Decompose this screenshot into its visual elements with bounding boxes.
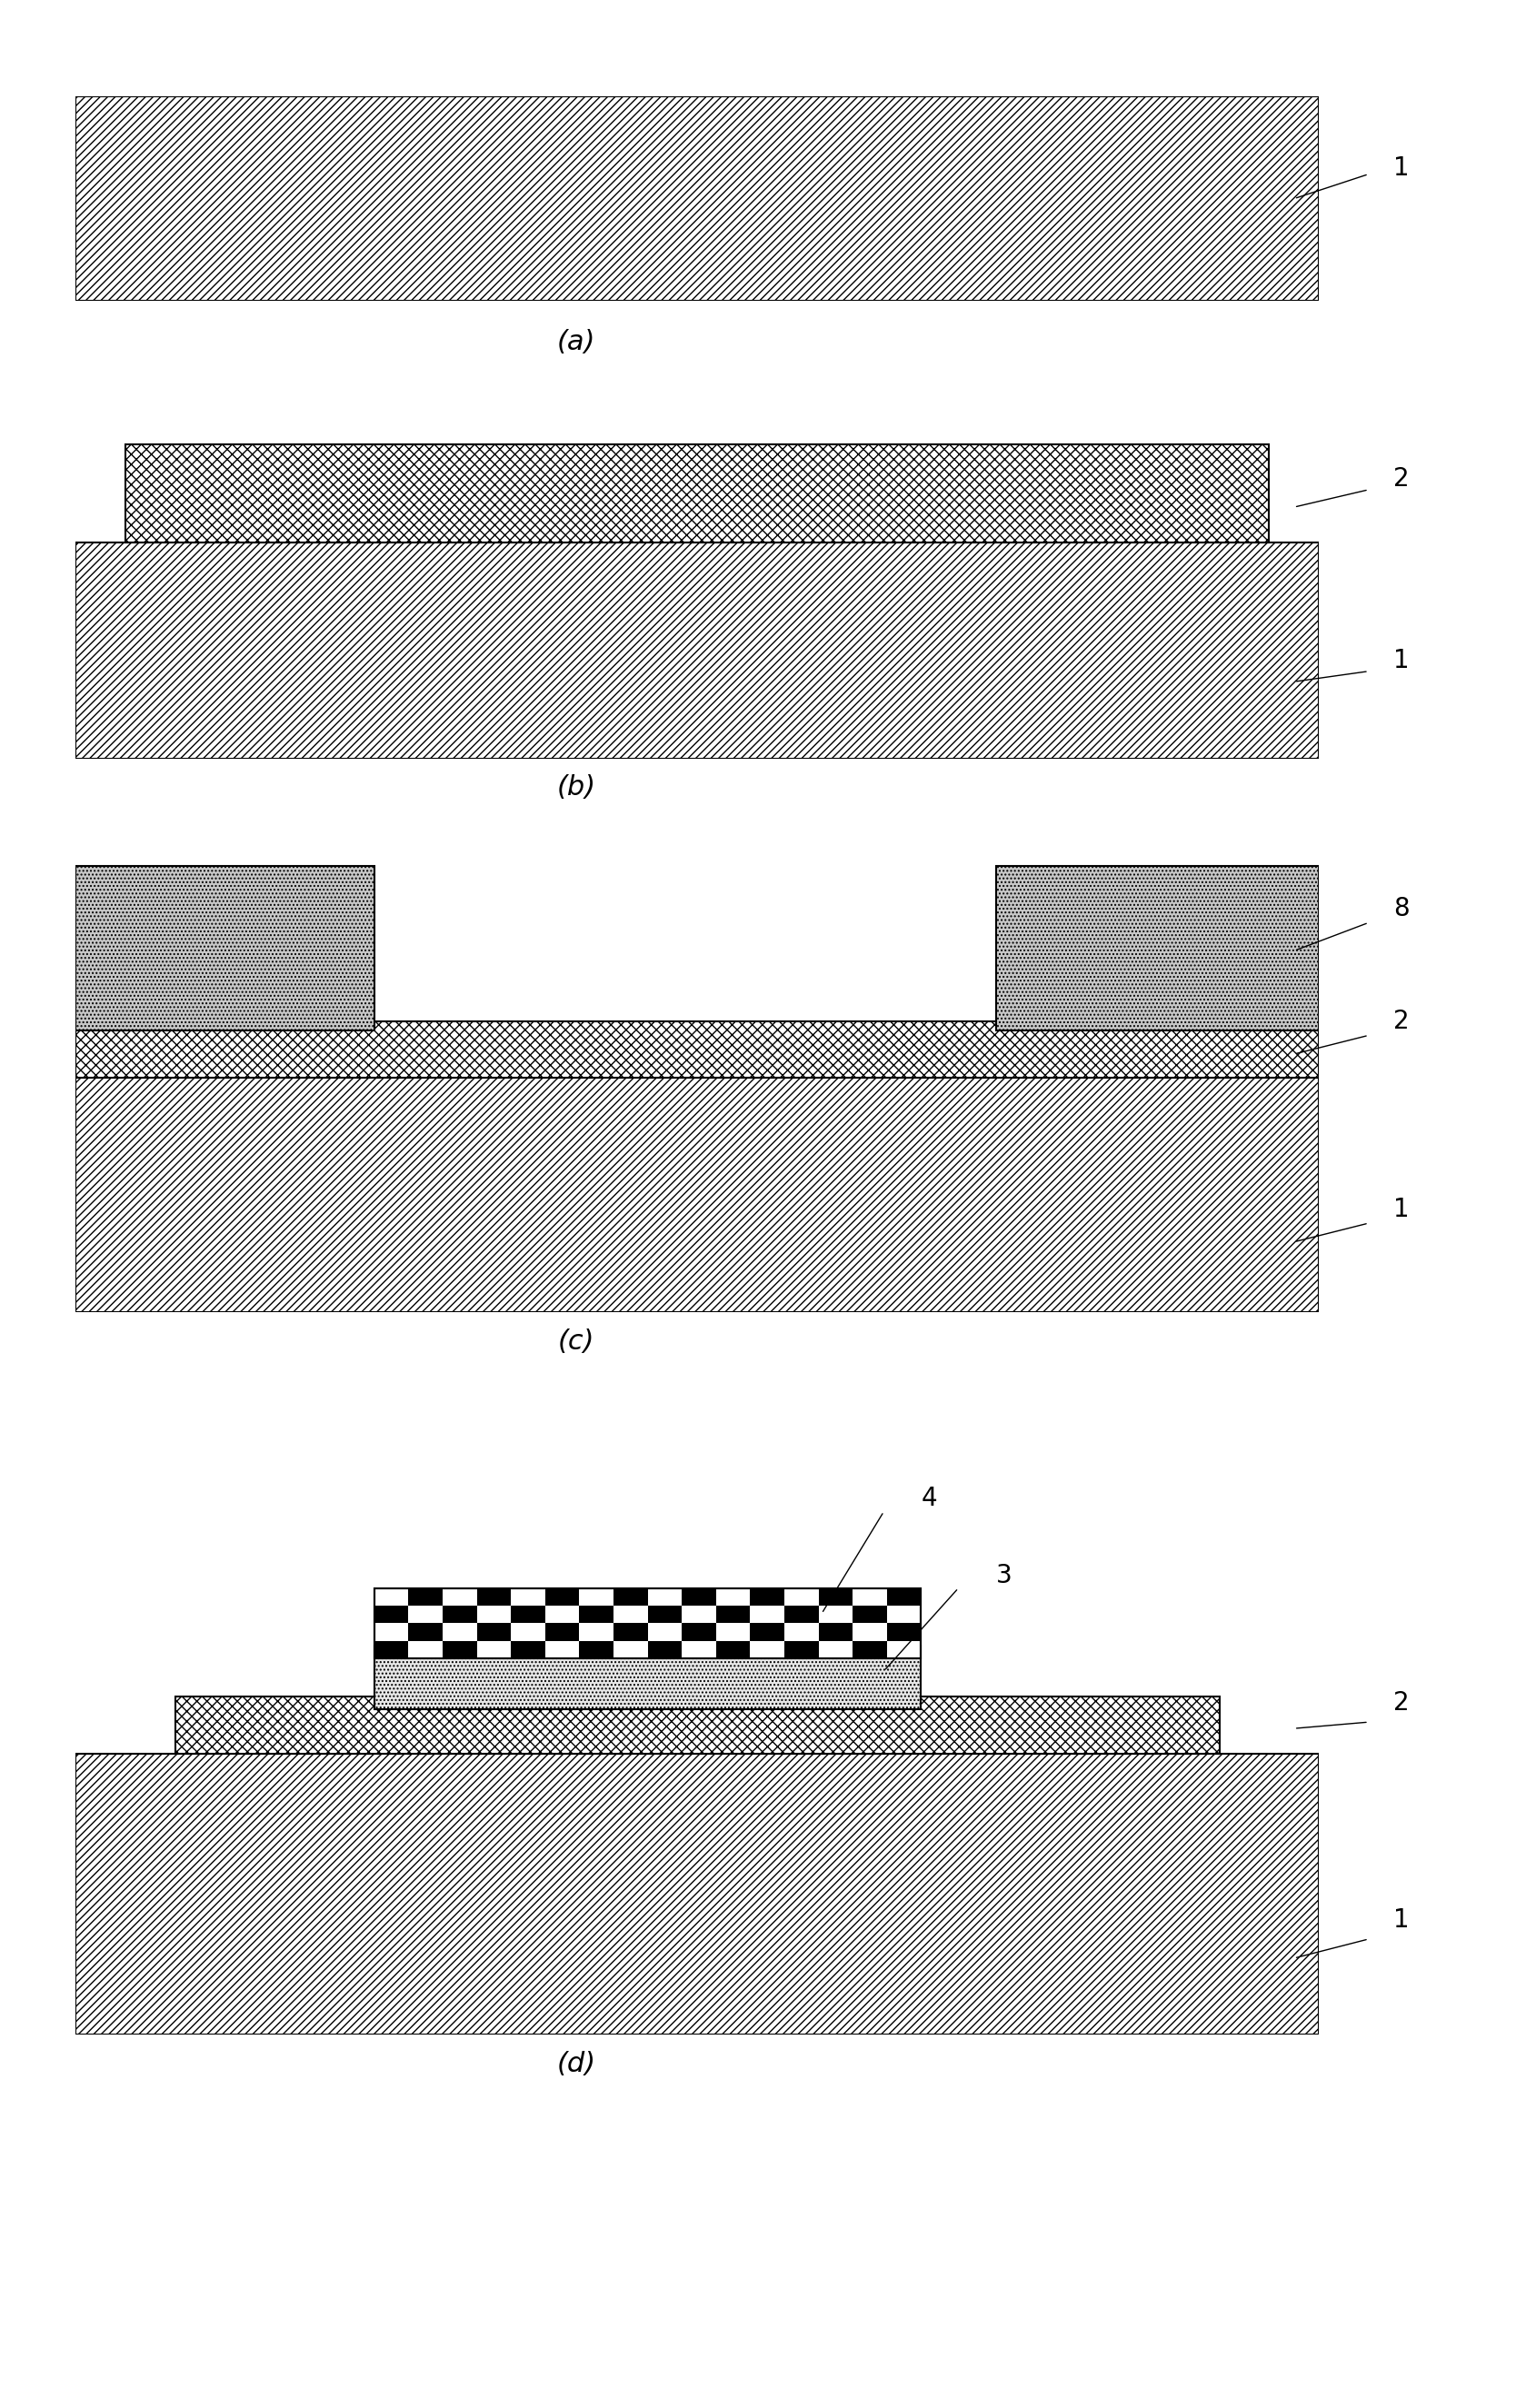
Bar: [176, 1698, 1219, 1753]
Bar: [682, 1623, 716, 1640]
Bar: [511, 1640, 546, 1659]
Bar: [374, 1606, 408, 1623]
Bar: [614, 1623, 647, 1640]
Bar: [784, 1606, 819, 1623]
Bar: [546, 1589, 579, 1606]
Bar: [476, 1623, 511, 1640]
Text: 4: 4: [922, 1486, 937, 1512]
Text: (d): (d): [556, 2052, 596, 2076]
Bar: [126, 443, 1269, 542]
Bar: [614, 1589, 647, 1606]
Text: (c): (c): [558, 1329, 594, 1353]
Bar: [647, 1640, 682, 1659]
Bar: [374, 1645, 922, 1710]
Bar: [887, 1623, 922, 1640]
Bar: [750, 1589, 784, 1606]
Text: 2: 2: [1393, 1690, 1410, 1714]
Text: 8: 8: [1393, 896, 1410, 922]
Bar: [682, 1589, 716, 1606]
Bar: [996, 867, 1319, 1031]
Bar: [408, 1623, 443, 1640]
Bar: [647, 1606, 682, 1623]
Text: (a): (a): [556, 330, 596, 354]
Bar: [76, 1079, 1319, 1312]
Bar: [819, 1589, 852, 1606]
Bar: [887, 1589, 922, 1606]
Text: 1: 1: [1393, 648, 1410, 674]
Bar: [443, 1606, 476, 1623]
Bar: [716, 1606, 750, 1623]
Bar: [750, 1623, 784, 1640]
Bar: [852, 1640, 887, 1659]
Bar: [716, 1640, 750, 1659]
Bar: [579, 1606, 614, 1623]
Bar: [784, 1640, 819, 1659]
Text: 1: 1: [1393, 1907, 1410, 1934]
Bar: [408, 1589, 443, 1606]
Text: (b): (b): [556, 775, 596, 799]
Bar: [76, 1753, 1319, 2035]
Bar: [819, 1623, 852, 1640]
Bar: [511, 1606, 546, 1623]
Bar: [852, 1606, 887, 1623]
Text: 2: 2: [1393, 467, 1410, 491]
Bar: [374, 1589, 922, 1659]
Bar: [579, 1640, 614, 1659]
Bar: [76, 542, 1319, 759]
Text: 1: 1: [1393, 1197, 1410, 1221]
Text: 1: 1: [1393, 154, 1410, 181]
Bar: [76, 867, 374, 1031]
Text: 3: 3: [996, 1563, 1011, 1587]
Bar: [374, 1640, 408, 1659]
Text: 2: 2: [1393, 1009, 1410, 1033]
Bar: [546, 1623, 579, 1640]
Bar: [443, 1640, 476, 1659]
Bar: [76, 1021, 1319, 1079]
Bar: [374, 1589, 922, 1659]
Bar: [476, 1589, 511, 1606]
